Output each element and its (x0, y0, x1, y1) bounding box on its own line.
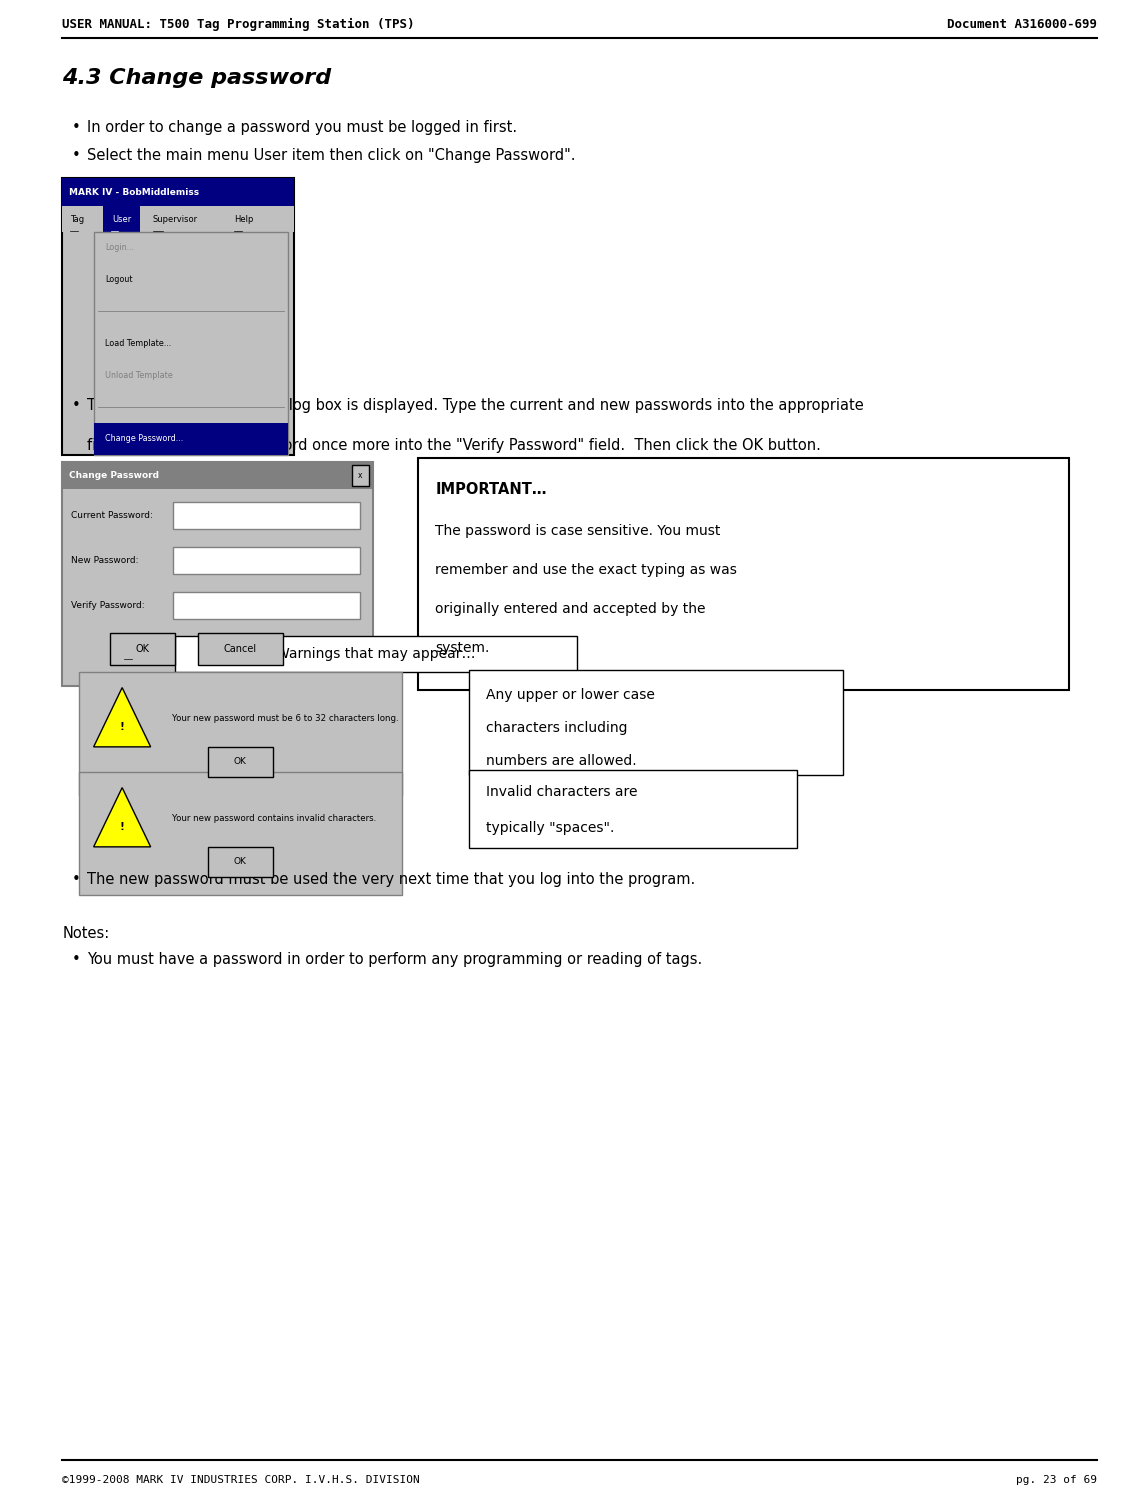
Text: •: • (71, 951, 80, 966)
Polygon shape (94, 787, 150, 847)
Text: The "Change Password" dialog box is displayed. Type the current and new password: The "Change Password" dialog box is disp… (87, 398, 864, 413)
Text: Notes:: Notes: (62, 926, 110, 941)
Text: OK: OK (234, 757, 247, 766)
FancyBboxPatch shape (79, 672, 402, 794)
Text: The password is case sensitive. You must: The password is case sensitive. You must (435, 524, 720, 539)
Text: •: • (71, 872, 80, 887)
Text: Warnings that may appear…: Warnings that may appear… (276, 646, 476, 661)
Text: Your new password contains invalid characters.: Your new password contains invalid chara… (172, 814, 377, 823)
FancyBboxPatch shape (62, 206, 294, 232)
Text: USER MANUAL: T500 Tag Programming Station (TPS): USER MANUAL: T500 Tag Programming Statio… (62, 18, 415, 31)
Text: Login...: Login... (105, 244, 135, 253)
Text: Change Password...: Change Password... (105, 434, 183, 443)
FancyBboxPatch shape (208, 747, 274, 776)
Text: The new password must be used the very next time that you log into the program.: The new password must be used the very n… (87, 872, 696, 887)
FancyBboxPatch shape (173, 503, 360, 530)
Text: !: ! (120, 821, 124, 832)
Text: Verify Password:: Verify Password: (71, 601, 145, 610)
Text: New Password:: New Password: (71, 557, 139, 565)
Text: Your new password must be 6 to 32 characters long.: Your new password must be 6 to 32 charac… (172, 714, 398, 723)
FancyBboxPatch shape (418, 458, 1069, 690)
Text: 4.3 Change password: 4.3 Change password (62, 67, 331, 88)
Text: •: • (71, 148, 80, 163)
Text: OK: OK (136, 643, 149, 654)
Text: Document A316000-699: Document A316000-699 (947, 18, 1097, 31)
Text: Supervisor: Supervisor (153, 214, 198, 223)
Text: •: • (71, 398, 80, 413)
FancyBboxPatch shape (62, 178, 294, 455)
Text: Select the main menu User item then click on "Change Password".: Select the main menu User item then clic… (87, 148, 576, 163)
Text: •: • (71, 120, 80, 135)
Text: pg. 23 of 69: pg. 23 of 69 (1016, 1475, 1097, 1486)
Text: Current Password:: Current Password: (71, 512, 153, 521)
Text: ©1999-2008 MARK IV INDUSTRIES CORP. I.V.H.S. DIVISION: ©1999-2008 MARK IV INDUSTRIES CORP. I.V.… (62, 1475, 420, 1486)
Text: originally entered and accepted by the: originally entered and accepted by the (435, 601, 706, 616)
Text: IMPORTANT…: IMPORTANT… (435, 482, 547, 497)
FancyBboxPatch shape (175, 636, 577, 672)
Text: Help: Help (234, 214, 253, 223)
FancyBboxPatch shape (110, 633, 175, 666)
FancyBboxPatch shape (79, 772, 402, 895)
Text: fields. Type the new password once more into the "Verify Password" field.  Then : fields. Type the new password once more … (87, 438, 821, 453)
Text: Logout: Logout (105, 275, 132, 284)
FancyBboxPatch shape (103, 206, 140, 232)
Text: MARK IV - BobMiddlemiss: MARK IV - BobMiddlemiss (69, 187, 199, 196)
Polygon shape (94, 688, 150, 747)
FancyBboxPatch shape (469, 770, 797, 848)
Text: remember and use the exact typing as was: remember and use the exact typing as was (435, 562, 737, 577)
FancyBboxPatch shape (208, 847, 274, 877)
Text: In order to change a password you must be logged in first.: In order to change a password you must b… (87, 120, 517, 135)
Text: You must have a password in order to perform any programming or reading of tags.: You must have a password in order to per… (87, 951, 702, 966)
Text: Load Template...: Load Template... (105, 338, 172, 347)
FancyBboxPatch shape (94, 232, 288, 455)
Text: numbers are allowed.: numbers are allowed. (486, 754, 637, 767)
Text: Change Password: Change Password (69, 471, 159, 480)
Text: typically "spaces".: typically "spaces". (486, 821, 615, 835)
Text: !: ! (120, 721, 124, 732)
Text: Tag: Tag (70, 214, 84, 223)
FancyBboxPatch shape (62, 462, 373, 489)
FancyBboxPatch shape (62, 178, 294, 206)
FancyBboxPatch shape (62, 462, 373, 687)
Text: User: User (112, 214, 131, 223)
Text: characters including: characters including (486, 721, 628, 735)
FancyBboxPatch shape (469, 670, 843, 775)
Text: system.: system. (435, 640, 490, 655)
Text: Any upper or lower case: Any upper or lower case (486, 688, 655, 702)
Text: Cancel: Cancel (224, 643, 257, 654)
Text: OK: OK (234, 857, 247, 866)
Text: Unload Template: Unload Template (105, 371, 173, 380)
Text: Invalid characters are: Invalid characters are (486, 785, 638, 799)
FancyBboxPatch shape (198, 633, 283, 666)
FancyBboxPatch shape (173, 548, 360, 574)
FancyBboxPatch shape (352, 465, 369, 486)
Text: x: x (359, 471, 362, 480)
FancyBboxPatch shape (94, 423, 288, 455)
FancyBboxPatch shape (173, 592, 360, 619)
